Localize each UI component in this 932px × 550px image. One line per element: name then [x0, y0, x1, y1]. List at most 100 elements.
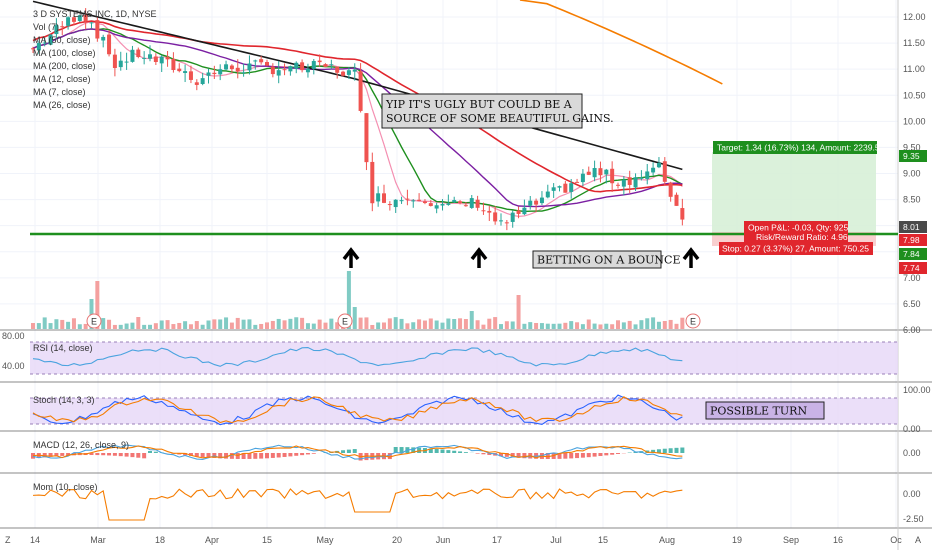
- macd-bar: [253, 453, 258, 459]
- price-tick: 6.00: [903, 325, 921, 335]
- time-tick: Jul: [550, 535, 562, 545]
- volume-bar: [528, 322, 533, 329]
- volume-bar: [469, 311, 474, 329]
- macd-bar: [31, 453, 35, 459]
- macd-bar: [136, 453, 141, 458]
- volume-bar: [36, 323, 41, 329]
- candle-body: [475, 199, 480, 208]
- candle-body: [534, 200, 539, 205]
- momentum-line: [32, 488, 683, 521]
- candle-body: [610, 168, 615, 184]
- earnings-marker: E: [337, 313, 353, 329]
- macd-bar: [142, 453, 147, 459]
- candle-body: [352, 69, 357, 72]
- candle-body: [580, 173, 585, 183]
- candle-body: [66, 17, 71, 26]
- volume-bar: [539, 323, 544, 329]
- timezone-button[interactable]: Z: [5, 535, 11, 545]
- auto-scale-button[interactable]: A: [915, 535, 921, 545]
- macd-bar: [229, 453, 234, 459]
- macd-bar: [235, 453, 240, 459]
- candle-body: [77, 15, 82, 21]
- volume-bar: [411, 322, 416, 329]
- volume-bar: [311, 323, 316, 329]
- macd-bar: [341, 450, 346, 453]
- volume-bar: [440, 322, 445, 329]
- volume-bar: [171, 324, 176, 329]
- candle-body: [89, 22, 94, 24]
- time-tick: 14: [30, 535, 40, 545]
- candle-body: [341, 71, 346, 76]
- stop-label[interactable]: Stop: 0.27 (3.37%) 27, Amount: 750.25: [719, 242, 873, 255]
- macd-bar: [487, 453, 492, 455]
- macd-bar: [288, 453, 293, 457]
- candle-body: [136, 49, 141, 58]
- candle-body: [95, 20, 100, 39]
- candle-body: [212, 72, 217, 75]
- macd-bar: [411, 447, 416, 453]
- volume-bar: [253, 324, 258, 329]
- candle-body: [323, 64, 328, 67]
- volume-bar: [282, 320, 287, 329]
- legend-item: Vol (7): [33, 22, 59, 32]
- volume-bar: [54, 319, 59, 329]
- macd-bar: [662, 448, 667, 453]
- volume-bar: [212, 319, 217, 329]
- volume-bar: [136, 317, 141, 329]
- volume-bar: [376, 322, 381, 329]
- volume-bar: [575, 322, 580, 329]
- candle-body: [124, 61, 129, 63]
- target-zone: [712, 152, 876, 232]
- volume-bar: [148, 324, 152, 329]
- volume-bar: [224, 317, 229, 329]
- volume-bar: [680, 317, 685, 329]
- volume-bar: [481, 324, 486, 329]
- volume-bar: [235, 317, 240, 329]
- volume-bar: [142, 324, 147, 329]
- price-axis[interactable]: 12.00 11.50 11.00 10.50 10.00 9.50 9.00 8.50 8.0…: [903, 12, 926, 335]
- macd-bar: [265, 453, 269, 459]
- time-axis[interactable]: 14 Mar 18 Apr 15 May 20 Jun 17 Jul 15 Aug 19 Sep 16 Oc: [30, 535, 902, 545]
- volume-bar: [504, 321, 509, 329]
- candle-body: [358, 71, 363, 111]
- volume-bar: [206, 320, 211, 329]
- annotation-ugly[interactable]: YIP IT'S UGLY BUT COULD BE A SOURCE OF S…: [381, 93, 614, 129]
- svg-text:POSSIBLE TURN: POSSIBLE TURN: [710, 405, 807, 418]
- candle-body: [510, 212, 515, 222]
- macd-tick: 0.00: [903, 448, 921, 458]
- candle-body: [305, 68, 310, 73]
- ma100-line: [32, 0, 683, 171]
- macd-bar: [428, 448, 433, 453]
- volume-bar: [346, 271, 351, 329]
- volume-bar: [305, 323, 310, 329]
- annotation-bounce[interactable]: BETTING ON A BOUNCE: [532, 250, 680, 269]
- volume-bar: [545, 323, 550, 329]
- volume-bar: [294, 317, 299, 329]
- time-tick: Oc: [890, 535, 902, 545]
- arrow-up-icon: [342, 247, 360, 268]
- candle-body: [422, 201, 427, 204]
- annotation-turn[interactable]: POSSIBLE TURN: [705, 401, 825, 420]
- target-label[interactable]: Target: 1.34 (16.73%) 134, Amount: 2239.…: [713, 141, 880, 154]
- time-tick: 16: [833, 535, 843, 545]
- candle-body: [165, 56, 170, 60]
- volume-bar: [627, 320, 632, 329]
- pnl-label[interactable]: Open P&L: -0.03, Qty: 925 Risk/Reward Ra…: [744, 221, 848, 243]
- macd-bar: [651, 449, 656, 453]
- volume-bar: [393, 317, 398, 329]
- volume-bar: [107, 319, 112, 329]
- candle-body: [387, 204, 392, 206]
- volume-bar: [662, 320, 667, 329]
- macd-bar: [95, 453, 100, 456]
- candle-body: [218, 69, 223, 75]
- candle-body: [107, 34, 112, 55]
- candle-body: [241, 72, 246, 74]
- macd-bar: [580, 453, 585, 458]
- volume-bar: [66, 321, 71, 329]
- candle-body: [235, 67, 240, 72]
- earnings-markers[interactable]: E E E: [86, 313, 701, 329]
- volume-bar: [118, 324, 123, 329]
- svg-text:Target: 1.34 (16.73%) 134, Amo: Target: 1.34 (16.73%) 134, Amount: 2239.…: [717, 143, 880, 153]
